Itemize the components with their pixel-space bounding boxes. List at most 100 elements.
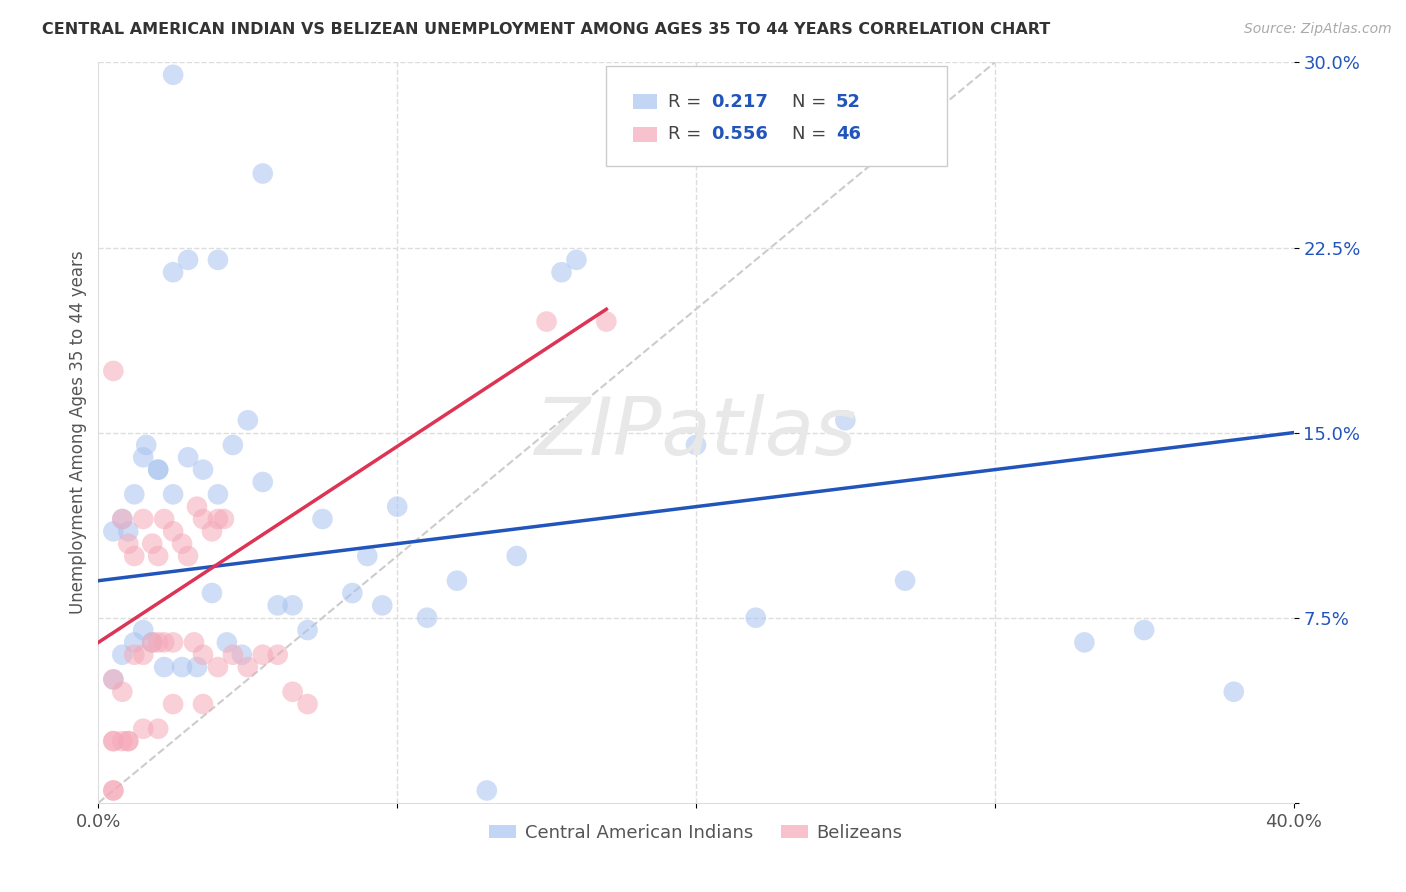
Point: [231, 648, 253, 662]
Point: [252, 166, 274, 180]
Point: [103, 673, 125, 687]
Point: [177, 549, 200, 563]
Point: [311, 512, 333, 526]
Point: [536, 314, 558, 328]
Point: [103, 783, 125, 797]
Point: [103, 734, 125, 748]
Point: [385, 500, 409, 514]
Point: [153, 660, 176, 674]
Point: [416, 610, 439, 624]
Point: [252, 648, 274, 662]
Point: [103, 783, 125, 797]
Legend: Central American Indians, Belizeans: Central American Indians, Belizeans: [482, 817, 910, 849]
Point: [124, 549, 146, 563]
Point: [267, 599, 290, 613]
Point: [236, 660, 259, 674]
Point: [550, 265, 572, 279]
Point: [191, 512, 214, 526]
Point: [201, 524, 224, 539]
Point: [162, 524, 184, 539]
Point: [186, 660, 208, 674]
Point: [297, 623, 319, 637]
Text: ZIPatlas: ZIPatlas: [534, 393, 858, 472]
Point: [162, 265, 184, 279]
Point: [162, 487, 184, 501]
Point: [595, 314, 617, 328]
Point: [201, 586, 224, 600]
Point: [111, 512, 134, 526]
Point: [191, 648, 214, 662]
Point: [162, 635, 184, 649]
Point: [475, 783, 498, 797]
Point: [191, 462, 214, 476]
Point: [153, 635, 176, 649]
Point: [111, 648, 134, 662]
Point: [117, 734, 139, 748]
Point: [148, 635, 170, 649]
Point: [124, 487, 146, 501]
Point: [132, 648, 155, 662]
Point: [124, 635, 146, 649]
Point: [132, 623, 155, 637]
Point: [1223, 685, 1246, 699]
Point: [222, 438, 245, 452]
FancyBboxPatch shape: [606, 66, 948, 166]
Point: [132, 722, 155, 736]
Point: [117, 524, 139, 539]
Point: [103, 524, 125, 539]
Point: [172, 536, 194, 550]
Point: [506, 549, 529, 563]
Text: Source: ZipAtlas.com: Source: ZipAtlas.com: [1244, 22, 1392, 37]
Point: [177, 252, 200, 267]
Point: [186, 500, 208, 514]
Point: [267, 648, 290, 662]
Text: R =: R =: [668, 93, 707, 111]
Bar: [633, 95, 657, 109]
Point: [356, 549, 378, 563]
Point: [117, 734, 139, 748]
Text: 0.556: 0.556: [711, 125, 769, 144]
Point: [745, 610, 768, 624]
Point: [1133, 623, 1156, 637]
Point: [117, 536, 139, 550]
Point: [111, 512, 134, 526]
Point: [565, 252, 588, 267]
Text: 52: 52: [835, 93, 860, 111]
Point: [148, 462, 170, 476]
Text: 0.217: 0.217: [711, 93, 769, 111]
Text: CENTRAL AMERICAN INDIAN VS BELIZEAN UNEMPLOYMENT AMONG AGES 35 TO 44 YEARS CORRE: CENTRAL AMERICAN INDIAN VS BELIZEAN UNEM…: [42, 22, 1050, 37]
Point: [894, 574, 917, 588]
Point: [103, 673, 125, 687]
Point: [177, 450, 200, 465]
Point: [172, 660, 194, 674]
Point: [215, 635, 238, 649]
Point: [281, 685, 304, 699]
Point: [207, 660, 229, 674]
Point: [236, 413, 259, 427]
Point: [446, 574, 468, 588]
Point: [141, 635, 163, 649]
Point: [207, 487, 229, 501]
Point: [135, 438, 157, 452]
Point: [212, 512, 235, 526]
Point: [834, 413, 856, 427]
Text: R =: R =: [668, 125, 707, 144]
Bar: [633, 127, 657, 142]
Point: [207, 512, 229, 526]
Point: [342, 586, 364, 600]
Point: [162, 68, 184, 82]
Point: [685, 438, 707, 452]
Point: [103, 364, 125, 378]
Point: [297, 697, 319, 711]
Point: [183, 635, 205, 649]
Point: [148, 462, 170, 476]
Point: [148, 722, 170, 736]
Point: [141, 635, 163, 649]
Y-axis label: Unemployment Among Ages 35 to 44 years: Unemployment Among Ages 35 to 44 years: [69, 251, 87, 615]
Point: [371, 599, 394, 613]
Text: N =: N =: [792, 93, 831, 111]
Point: [111, 734, 134, 748]
Point: [153, 512, 176, 526]
Point: [132, 512, 155, 526]
Point: [191, 697, 214, 711]
